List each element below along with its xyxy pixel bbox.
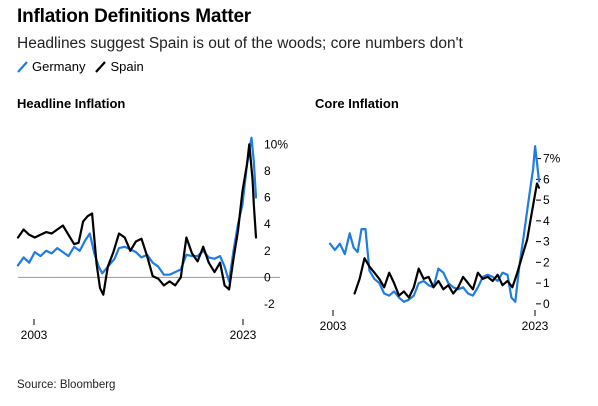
core-y-tick-label: 1 [543, 276, 550, 290]
headline-series-spain [16, 143, 258, 296]
core-y-tick-label: 5 [543, 193, 550, 207]
legend-label-spain: Spain [110, 59, 144, 74]
headline-y-tick-label: 8 [264, 164, 271, 178]
core-y-tick-label: 7% [543, 152, 561, 166]
core-y-tick-label: 2 [543, 255, 550, 269]
legend-item-spain: Spain [95, 59, 144, 74]
legend-swatch-spain [95, 60, 107, 73]
headline-y-tick-label: 10% [264, 137, 288, 151]
headline-series-germany [16, 136, 258, 283]
core-series-spain [353, 182, 541, 299]
headline-y-tick-label: 0 [264, 270, 271, 284]
legend-item-germany: Germany [17, 59, 85, 74]
chart-subtitle: Headlines suggest Spain is out of the wo… [17, 35, 463, 52]
headline-y-tick-label: 6 [264, 191, 271, 205]
legend-swatch-germany [17, 60, 28, 73]
chart-title: Inflation Definitions Matter [17, 6, 252, 27]
legend-label-germany: Germany [32, 59, 86, 74]
core-x-tick-label: 2023 [522, 319, 549, 333]
core-y-tick-label: 0 [543, 297, 550, 311]
source-note: Source: Bloomberg [17, 379, 116, 391]
core-panel-title: Core Inflation [315, 96, 399, 111]
headline-y-tick-label: 2 [264, 244, 271, 258]
legend: Germany Spain [17, 59, 144, 74]
core-series-germany [328, 145, 541, 303]
headline-panel-title: Headline Inflation [17, 96, 126, 111]
core-y-tick-label: 4 [543, 214, 550, 228]
core-y-tick-label: 6 [543, 172, 550, 186]
headline-y-tick-label: -2 [264, 297, 275, 311]
headline-x-tick-label: 2023 [230, 328, 257, 342]
headline-x-tick-label: 2003 [21, 328, 48, 342]
headline-y-tick-label: 4 [264, 217, 271, 231]
core-y-tick-label: 3 [543, 235, 550, 249]
core-x-tick-label: 2003 [320, 319, 347, 333]
